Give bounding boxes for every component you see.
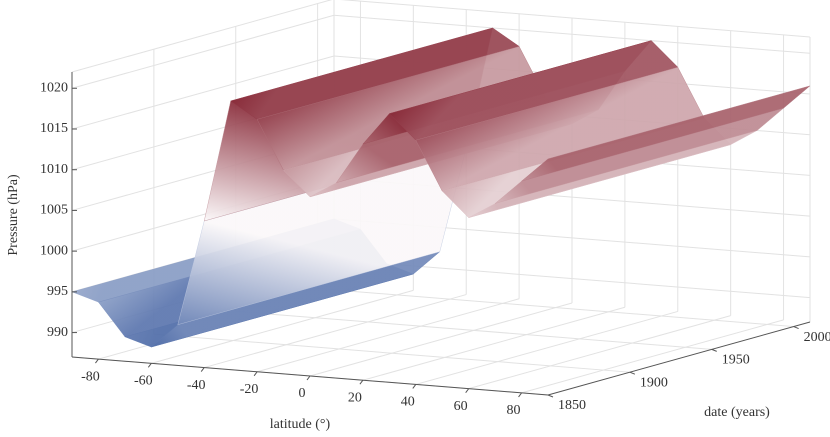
x-tick	[200, 367, 205, 372]
grid-line	[204, 294, 467, 369]
x-tick-label: 20	[348, 390, 362, 405]
grid-line	[317, 288, 794, 328]
x-tick-label: -60	[134, 374, 153, 389]
x-tick	[253, 371, 258, 377]
x-tick-label: 40	[401, 395, 415, 410]
y-tick-label: 1850	[558, 398, 586, 413]
grid-line	[235, 310, 712, 350]
y-tick	[629, 371, 636, 375]
z-tick-label: 1010	[40, 162, 68, 177]
y-axis	[547, 321, 811, 396]
y-axis-label: date (years)	[704, 405, 770, 420]
y-tick-label: 1950	[722, 353, 750, 368]
grid-line	[362, 306, 626, 381]
surface-strip	[521, 85, 811, 182]
z-tick-label: 1015	[40, 121, 68, 136]
x-tick	[95, 358, 99, 364]
x-tick	[412, 384, 417, 389]
z-tick-label: 1000	[40, 243, 68, 258]
grid-line	[153, 333, 630, 373]
x-axis-label: latitude (°)	[270, 417, 331, 432]
x-tick-label: -40	[187, 378, 206, 393]
x-tick	[518, 392, 522, 398]
z-tick-label: 1005	[40, 203, 68, 218]
z-axis-label: Pressure (hPa)	[6, 174, 21, 256]
x-tick-label: 60	[454, 399, 468, 414]
z-tick-label: 990	[47, 325, 68, 340]
grid-line	[71, 14, 335, 89]
x-tick-label: -80	[81, 369, 100, 384]
y-tick	[793, 326, 799, 330]
x-tick	[465, 388, 470, 393]
grid-line	[151, 289, 414, 364]
grid-line	[71, 55, 335, 130]
z-tick-label: 1020	[40, 81, 68, 96]
grid-line	[468, 315, 731, 390]
y-tick	[711, 348, 717, 352]
box-edge	[71, 0, 333, 73]
x-tick-label: 80	[507, 403, 521, 418]
grid-line	[309, 302, 573, 377]
box-edge	[340, 0, 811, 38]
x-tick-label: -20	[240, 382, 259, 397]
grid-line	[415, 310, 678, 385]
axes: -80 -60 -40 -20 0 20 40 60 80 1850 1900 1950 2000 990…	[40, 72, 830, 418]
x-tick-label: 0	[299, 386, 306, 401]
z-tick-label: 995	[47, 284, 68, 299]
y-tick-label: 1900	[640, 375, 668, 390]
surface	[71, 27, 811, 348]
x-tick	[359, 379, 364, 385]
y-tick	[547, 394, 554, 398]
grid-line	[521, 319, 784, 394]
y-tick-label: 2000	[804, 330, 830, 345]
x-tick	[147, 363, 152, 368]
x-tick	[306, 375, 311, 381]
grid-line	[256, 298, 520, 373]
